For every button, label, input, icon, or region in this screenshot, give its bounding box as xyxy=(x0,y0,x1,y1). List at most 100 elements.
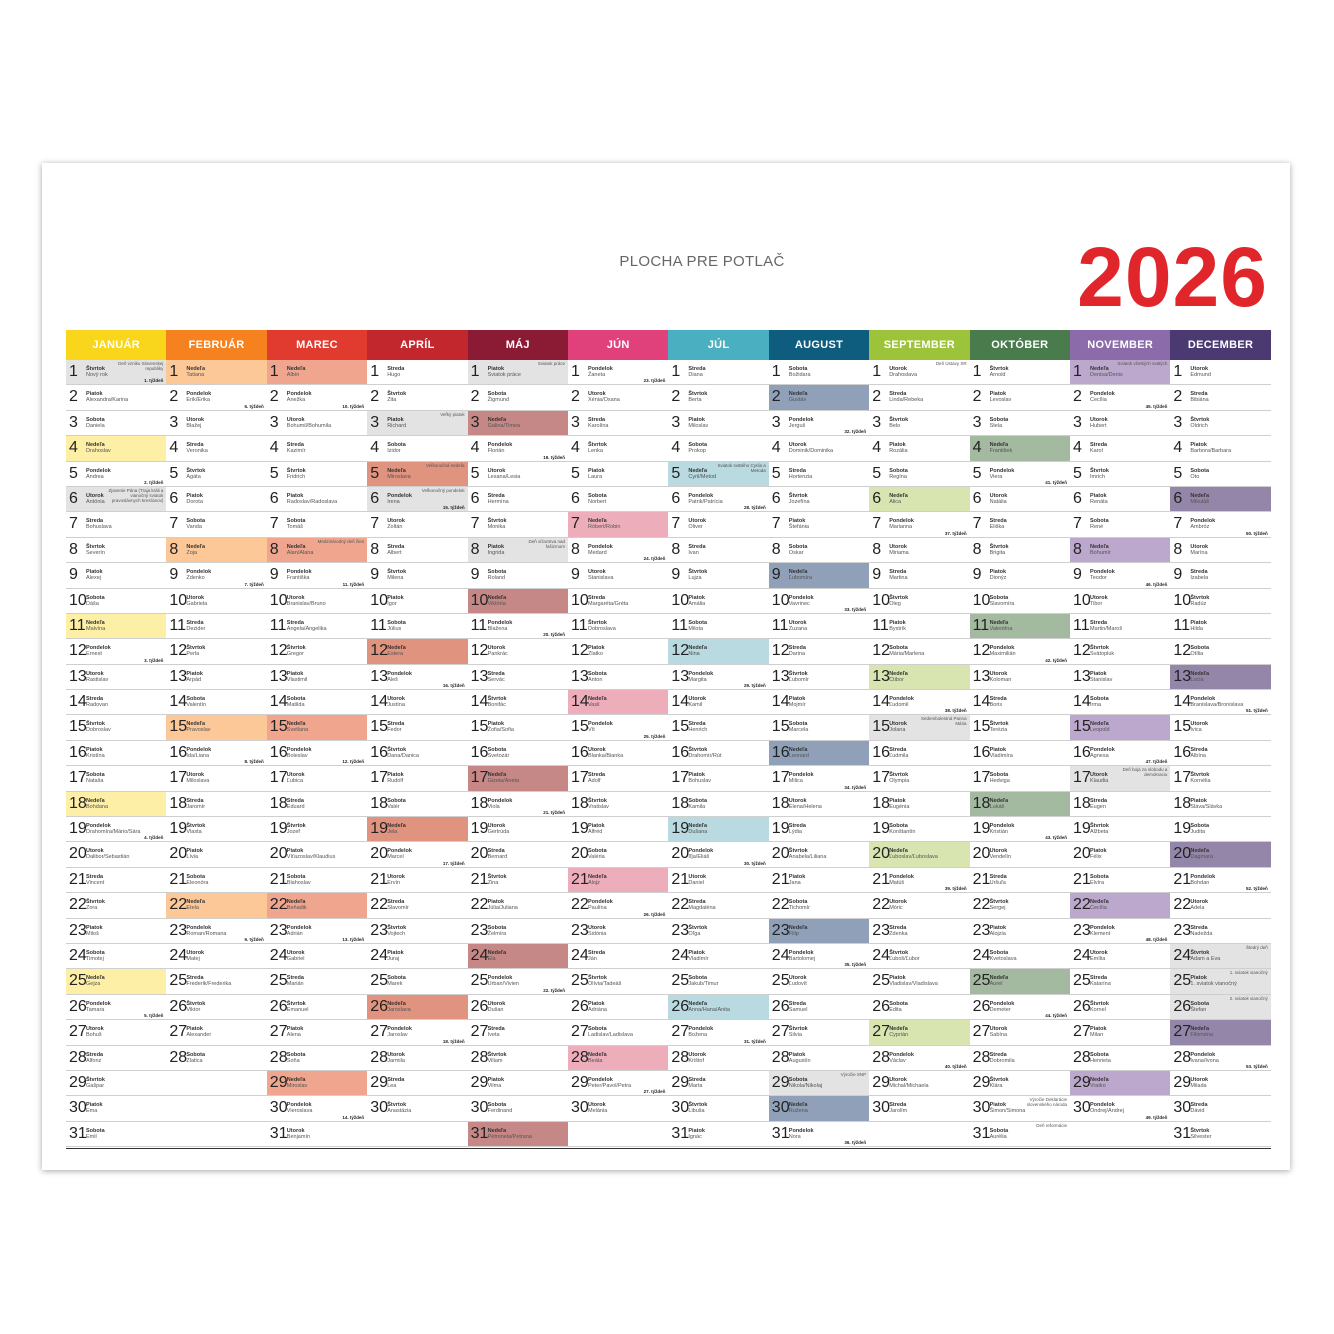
weekday-name: Utorok xyxy=(286,949,305,956)
weekday-name: Štvrtok xyxy=(1190,416,1210,423)
day-number: 19 xyxy=(872,820,890,838)
name-day: Natália xyxy=(989,498,1007,505)
day-number: 15 xyxy=(771,718,790,736)
day-cell: 22 Streda Magdaléna xyxy=(668,893,769,919)
day-cell: 24 Utorok Matej xyxy=(166,944,267,970)
day-number: 18 xyxy=(671,794,690,812)
name-day: Igor xyxy=(387,600,397,607)
day-number: 7 xyxy=(470,515,480,533)
name-day: Radovan xyxy=(86,702,109,709)
name-day: Demeter xyxy=(989,1006,1011,1013)
weekday-name: Sobota xyxy=(387,442,406,449)
weekday-name: Streda xyxy=(86,518,104,525)
week-number: 5. týždeň xyxy=(144,1013,164,1019)
day-number: 21 xyxy=(1173,870,1192,888)
name-day: Miroslava xyxy=(387,473,411,480)
weekday-name: Streda xyxy=(286,975,304,982)
name-day: Dušana xyxy=(688,829,708,836)
name-day: Peter/Pavol/Petra xyxy=(588,1082,632,1089)
weekday-name: Pondelok xyxy=(688,848,714,855)
day-number: 2 xyxy=(169,388,179,406)
month-column-3: MAREC 1 Nedeľa Albín 2 Pondelok Anežka 10. týžd… xyxy=(266,330,368,1148)
holiday-note: Deň Ústavy SR xyxy=(935,361,967,366)
day-cell: 26 Utorok Dušan xyxy=(467,995,568,1021)
day-number: 16 xyxy=(269,743,288,761)
name-day: Gašpar xyxy=(86,1082,105,1089)
day-number: 4 xyxy=(671,439,681,457)
week-number: 43. týždeň xyxy=(1045,835,1067,841)
day-number: 10 xyxy=(972,591,991,609)
weekday-name: Nedeľa xyxy=(1090,721,1109,728)
day-cell: 23 Štvrtok Oľga xyxy=(668,919,769,944)
weekday-name: Streda xyxy=(1190,924,1208,931)
weekday-name: Utorok xyxy=(688,518,707,525)
name-day: Vincent xyxy=(86,879,105,886)
name-day: Kristián xyxy=(989,829,1008,836)
weekday-name: Utorok xyxy=(688,696,707,703)
weekday-name: Piatok xyxy=(1090,670,1107,677)
name-day: Pravoslav xyxy=(186,727,211,734)
day-cell: 1 Utorok Drahoslava Deň Ústavy SR xyxy=(869,360,970,386)
name-day: Božidara xyxy=(788,372,811,378)
day-number: 12 xyxy=(671,642,690,660)
week-number: 33. týždeň xyxy=(844,606,867,612)
name-day: Dezider xyxy=(186,625,206,632)
weekday-name: Sobota xyxy=(1090,873,1109,880)
holiday-note: Zjavenie Pána (Traja králi a vianočný sv… xyxy=(108,487,164,503)
week-number: 9. týždeň xyxy=(244,936,264,942)
name-day: Branislav/Bruno xyxy=(286,600,326,607)
name-day: Hubert xyxy=(1090,422,1107,429)
day-number: 17 xyxy=(470,769,489,787)
day-number: 24 xyxy=(671,946,690,964)
day-cell: 21 Streda Uršuľa xyxy=(969,868,1070,894)
week-number: 35. týždeň xyxy=(844,962,867,968)
day-number: 15 xyxy=(972,718,991,736)
day-number: 12 xyxy=(571,642,589,660)
day-cell: 16 Utorok Blanka/Bianka xyxy=(568,741,669,767)
day-number: 8 xyxy=(571,540,580,558)
day-cell: 10 Štvrtok Radúz xyxy=(1170,589,1271,614)
weekday-name: Utorok xyxy=(588,569,606,576)
weekday-name: Utorok xyxy=(1190,721,1209,728)
day-number: 22 xyxy=(972,896,991,914)
weekday-name: Pondelok xyxy=(788,594,814,601)
day-cell: 30 Štvrtok Libuša xyxy=(668,1096,769,1122)
month-column-5: MÁJ 1 Piatok Sviatok práce Sviatok práce 2 Sob… xyxy=(467,330,568,1148)
day-number: 17 xyxy=(69,769,87,787)
name-day: Dobroslav xyxy=(86,727,111,734)
day-number: 4 xyxy=(470,439,480,457)
day-cell: 24 Sobota Kvetoslava xyxy=(969,944,1070,970)
weekday-name: Pondelok xyxy=(1090,391,1115,398)
week-number: 6. týždeň xyxy=(244,403,264,409)
day-number: 30 xyxy=(571,1099,589,1117)
month-column-7: JÚL 1 Streda Diana 2 Štvrtok Berta 3 Piatok Milos… xyxy=(668,330,769,1148)
holiday-note: Výročie SNP xyxy=(840,1071,867,1077)
name-day: Servác xyxy=(487,676,505,683)
day-cell: 10 Nedeľa Viktória xyxy=(467,588,568,614)
day-cell: 14 Streda Radovan xyxy=(66,690,167,716)
name-day: Gregor xyxy=(286,651,304,658)
name-day: 1. sviatok vianočný xyxy=(1190,981,1237,988)
name-day: Aurel xyxy=(989,981,1003,988)
weekday-name: Nedeľa xyxy=(688,645,708,652)
name-day: Roman/Romana xyxy=(186,930,227,937)
weekday-name: Pondelok xyxy=(387,670,412,677)
day-cell: 18 Piatok Eugénia xyxy=(869,792,970,818)
month-column-8: AUGUST 1 Sobota Božidara 2 Nedeľa Gustáv 3 Ponde… xyxy=(768,330,870,1148)
day-number: 17 xyxy=(169,769,188,787)
name-day: Juraj xyxy=(387,955,400,962)
name-day: Ľudovít xyxy=(788,981,807,988)
day-number: 14 xyxy=(470,693,489,711)
day-number: 13 xyxy=(69,667,87,685)
day-cell: 17 Nedeľa Gizela/Aneta xyxy=(467,766,568,792)
day-number: 17 xyxy=(269,769,288,787)
name-day: Vilma xyxy=(487,1082,502,1089)
day-number: 29 xyxy=(1073,1073,1091,1091)
week-number: 52. týždeň xyxy=(1246,886,1268,892)
weekday-name: Sobota xyxy=(989,594,1009,601)
day-number: 29 xyxy=(269,1073,288,1091)
name-day: Katarína xyxy=(1090,981,1111,988)
month-header: AUGUST xyxy=(768,330,870,360)
weekday-name: Pondelok xyxy=(788,416,814,423)
day-cell: 18 Sobota Kamila xyxy=(668,792,769,818)
